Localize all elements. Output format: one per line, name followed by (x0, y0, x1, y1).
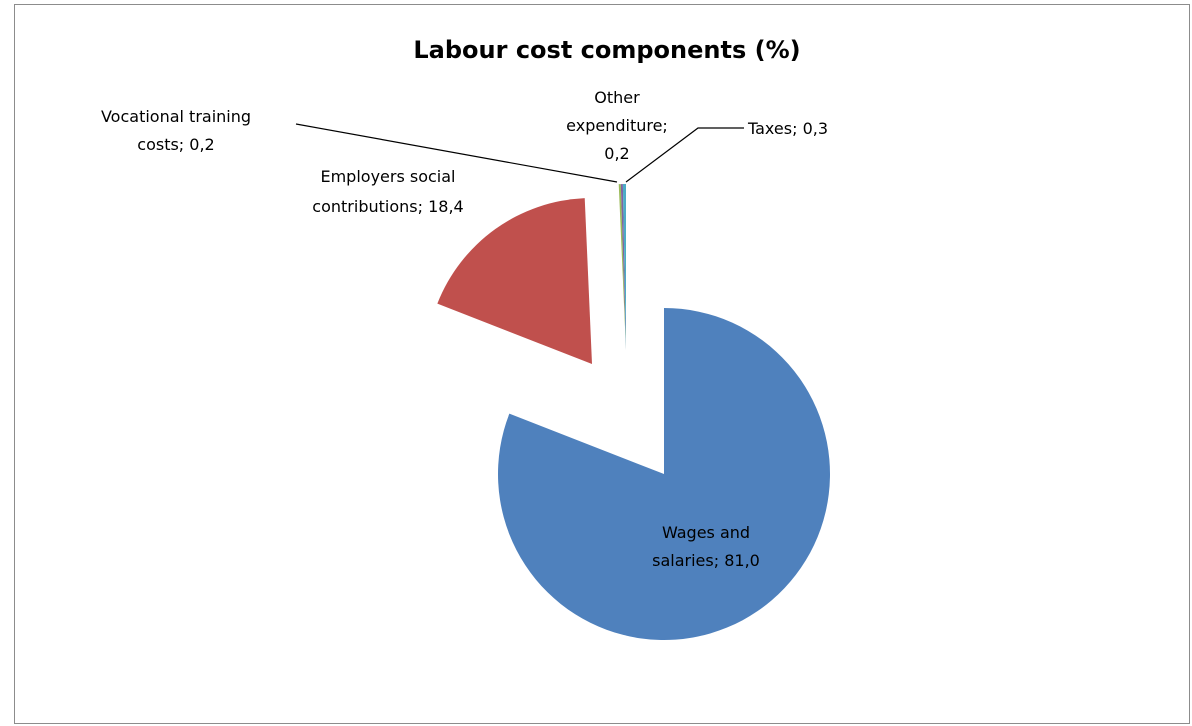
pie-slice-wages-and-salaries (498, 308, 831, 641)
pie-slices (437, 184, 831, 641)
data-label-employers-social-contributions: Employers social contributions; 18,4 (312, 167, 463, 216)
data-label-line: Taxes; 0,3 (747, 119, 828, 138)
data-label-line: 0,2 (604, 144, 629, 163)
data-label-wages-and-salaries: Wages and salaries; 81,0 (652, 523, 760, 570)
chart-title: Labour cost components (%) (413, 36, 800, 64)
pie-slice-vocational-training-costs (618, 184, 626, 350)
data-label-vocational-training-costs: Vocational training costs; 0,2 (101, 107, 251, 154)
data-label-line: contributions; 18,4 (312, 197, 463, 216)
data-label-line: Other (594, 88, 640, 107)
leader-line-taxes (625, 127, 744, 183)
data-label-taxes: Taxes; 0,3 (747, 119, 828, 138)
data-label-line: Employers social (320, 167, 455, 186)
leader-line-vocational-training-costs (295, 123, 618, 183)
data-label-line: Wages and (662, 523, 750, 542)
pie-slice-other-expenditure (620, 184, 626, 350)
data-label-line: Vocational training (101, 107, 251, 126)
data-label-other-expenditure: Other expenditure; 0,2 (566, 88, 668, 163)
data-label-line: costs; 0,2 (137, 135, 214, 154)
data-label-line: expenditure; (566, 116, 668, 135)
data-label-line: salaries; 81,0 (652, 551, 760, 570)
leader-lines (295, 123, 744, 183)
pie-slice-taxes (622, 184, 626, 350)
pie-slice-employers-social-contributions (437, 198, 592, 364)
data-labels: Wages and salaries; 81,0 Employers social c… (101, 88, 828, 570)
